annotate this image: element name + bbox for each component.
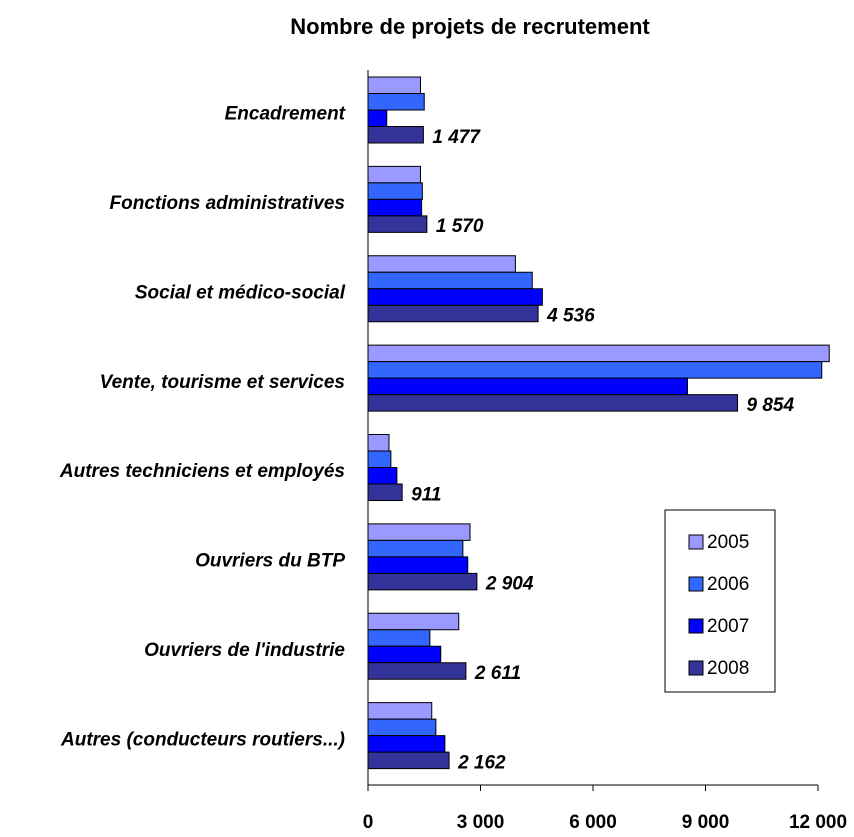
y-tick-label: Autres techniciens et employés bbox=[59, 461, 345, 482]
x-tick-label: 9 000 bbox=[682, 812, 730, 833]
bar bbox=[367, 751, 450, 770]
data-label: 2 611 bbox=[474, 663, 521, 684]
y-tick-label: Encadrement bbox=[225, 104, 346, 125]
legend-label: 2006 bbox=[707, 574, 749, 595]
bar bbox=[367, 718, 437, 737]
y-tick-label: Social et médico-social bbox=[135, 282, 346, 303]
legend-label: 2007 bbox=[707, 616, 749, 637]
x-tick-label: 12 000 bbox=[789, 812, 847, 833]
bar bbox=[367, 182, 423, 200]
bar bbox=[367, 394, 739, 412]
bar bbox=[367, 612, 460, 631]
bar bbox=[367, 645, 442, 664]
y-tick-label: Ouvriers de l'industrie bbox=[144, 640, 345, 661]
data-label: 4 536 bbox=[546, 306, 595, 327]
x-tick-label: 3 000 bbox=[457, 812, 505, 833]
legend-label: 2008 bbox=[707, 658, 749, 679]
y-tick-label: Vente, tourisme et services bbox=[100, 372, 345, 393]
bar bbox=[367, 255, 516, 273]
data-label: 9 854 bbox=[747, 395, 795, 416]
legend-swatch bbox=[688, 576, 704, 592]
bar bbox=[367, 93, 425, 111]
bar bbox=[367, 735, 446, 753]
bar bbox=[367, 539, 464, 558]
bar bbox=[367, 662, 467, 680]
bar bbox=[367, 702, 433, 720]
bar bbox=[367, 76, 421, 94]
bar bbox=[367, 344, 830, 363]
bar bbox=[367, 434, 390, 452]
bar bbox=[367, 288, 543, 306]
y-tick-label: Fonctions administratives bbox=[110, 193, 345, 214]
bar bbox=[367, 377, 688, 396]
legend-box bbox=[664, 509, 776, 693]
bar bbox=[367, 572, 478, 591]
chart-title: Nombre de projets de recrutement bbox=[290, 14, 650, 39]
bar bbox=[367, 361, 823, 379]
data-label: 2 904 bbox=[485, 574, 534, 595]
legend-swatch bbox=[688, 534, 704, 550]
bar bbox=[367, 126, 424, 144]
x-tick-label: 6 000 bbox=[569, 812, 617, 833]
bar bbox=[367, 215, 428, 233]
bar bbox=[367, 629, 431, 647]
legend-swatch bbox=[688, 660, 704, 676]
data-label: 1 570 bbox=[436, 216, 484, 237]
x-tick-label: 0 bbox=[363, 812, 374, 833]
legend-swatch bbox=[688, 618, 704, 634]
y-tick-label: Ouvriers du BTP bbox=[195, 551, 345, 572]
bar bbox=[367, 109, 388, 127]
bar bbox=[367, 523, 471, 541]
bar bbox=[367, 467, 398, 485]
bar bbox=[367, 271, 533, 290]
y-tick-label: Autres (conducteurs routiers...) bbox=[60, 729, 345, 750]
data-label: 1 477 bbox=[432, 127, 481, 148]
data-label: 2 162 bbox=[457, 752, 506, 773]
bar bbox=[367, 198, 423, 217]
bar bbox=[367, 450, 392, 468]
bar bbox=[367, 483, 403, 501]
bar bbox=[367, 304, 539, 323]
legend-label: 2005 bbox=[707, 532, 749, 553]
data-label: 911 bbox=[411, 484, 441, 505]
bar bbox=[367, 165, 421, 184]
bar bbox=[367, 556, 469, 574]
